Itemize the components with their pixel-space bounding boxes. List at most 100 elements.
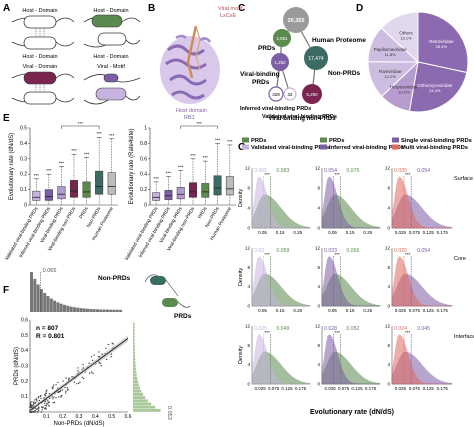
e-stars-0-1: *** bbox=[46, 168, 52, 173]
f-ytick-5: 0.6 bbox=[21, 318, 28, 324]
g-xtick-0-0-1: 0.15 bbox=[276, 230, 285, 235]
label-viral-domain: Viral - Domain bbox=[23, 64, 58, 70]
f-side-hist-bar-25 bbox=[133, 329, 135, 332]
f-point-173 bbox=[60, 396, 62, 398]
e-stars-1-5: *** bbox=[215, 137, 221, 142]
g-ytick-1-0-0: 0 bbox=[247, 304, 250, 309]
f-side-hist-bar-7 bbox=[133, 386, 140, 390]
node-human-proteome-label: Human Proteome bbox=[312, 37, 366, 44]
f-point-132 bbox=[34, 410, 36, 412]
g-ytick-2-2-0: 0 bbox=[387, 382, 390, 387]
f-ci-band bbox=[30, 335, 128, 412]
label-viral-motif: Viral - Motif bbox=[97, 64, 125, 70]
label-host-domain-2: Host - Domain bbox=[22, 54, 57, 60]
e-box-0-2 bbox=[57, 186, 66, 200]
g-ytick-0-0-2: 8 bbox=[247, 186, 250, 191]
label-rb1: RB1 bbox=[184, 115, 195, 121]
panel-letter-e: E bbox=[3, 113, 10, 124]
g-ytick-0-1-0: 0 bbox=[317, 226, 320, 231]
f-top-hist-bar-15 bbox=[79, 308, 83, 312]
e-stars-0-3: *** bbox=[71, 148, 77, 153]
g-ytick-1-0-3: 12 bbox=[245, 246, 251, 251]
g-ytick-2-2-3: 12 bbox=[385, 324, 391, 329]
node-non-prds-label: Non-PRDs bbox=[328, 70, 361, 77]
f-point-202 bbox=[41, 406, 43, 408]
f-point-155 bbox=[52, 402, 54, 404]
g-median-b-label-0-0: 0.055 bbox=[254, 168, 267, 174]
f-side-hist-bar-20 bbox=[133, 345, 135, 348]
g-xtick-2-0-0: 0.025 bbox=[254, 386, 266, 391]
f-point-80 bbox=[51, 396, 53, 398]
f-side-hist-bar-21 bbox=[133, 341, 135, 345]
f-top-hist-bar-21 bbox=[99, 309, 103, 312]
f-point-201 bbox=[78, 382, 80, 385]
label-host-domain-1: Host - Domain bbox=[22, 8, 57, 14]
e-box-0-4 bbox=[82, 181, 91, 198]
e-ytick-label-1-5: 1 bbox=[144, 126, 147, 132]
g-xtick-0-0-2: 0.25 bbox=[293, 230, 302, 235]
f-point-64 bbox=[82, 377, 85, 380]
pie-slice-5 bbox=[380, 11, 419, 64]
f-point-71 bbox=[37, 397, 39, 399]
panel-letter-b: B bbox=[148, 3, 155, 14]
f-point-97 bbox=[46, 389, 48, 392]
f-point-17 bbox=[44, 404, 46, 407]
f-point-121 bbox=[92, 372, 94, 375]
pie-label-4: Papillomaviridae bbox=[374, 47, 408, 52]
g-xtick-2-2-1: 0.075 bbox=[409, 386, 421, 391]
panel-a-schematic: Host - Domain Host - Domain Host - Domai… bbox=[11, 8, 141, 105]
f-point-175 bbox=[35, 398, 37, 400]
g-ytick-0-2-1: 4 bbox=[387, 206, 390, 211]
f-regression-line bbox=[29, 338, 129, 411]
f-point-15 bbox=[66, 387, 69, 389]
f-point-135 bbox=[82, 367, 85, 369]
panel-f-scatter: 0.065 0.053 0.1 0.2 0.3 0.4 0.5 0.6 0.1 0.2 0.3 0.4… bbox=[14, 268, 192, 427]
g-ytick-0-2-2: 8 bbox=[387, 186, 390, 191]
f-point-30 bbox=[110, 353, 112, 355]
label-host-domain-4: Host - Domain bbox=[93, 54, 128, 60]
f-ytick-0: 0.1 bbox=[21, 394, 28, 400]
node-non-prds-value: 17,474 bbox=[308, 56, 324, 62]
f-point-117 bbox=[100, 365, 102, 367]
g-median-b-label-1-1: 0.033 bbox=[324, 248, 337, 254]
pie-value-5: 13.1% bbox=[400, 35, 412, 40]
f-point-144 bbox=[59, 390, 61, 393]
f-point-38 bbox=[105, 347, 107, 349]
f-side-hist-bar-17 bbox=[133, 354, 136, 358]
node-inferred-label: Inferred viral-binding PRDs bbox=[240, 106, 311, 112]
f-point-174 bbox=[61, 389, 64, 391]
f-prds-label: PRDs bbox=[174, 313, 192, 320]
g-legend-label-1-1: Inferred viral-binding PRDs bbox=[329, 145, 404, 151]
f-top-hist-bar-3 bbox=[39, 289, 43, 312]
f-top-median-label: 0.065 bbox=[43, 268, 57, 274]
f-point-47 bbox=[29, 401, 32, 404]
g-xtick-2-2-0: 0.025 bbox=[395, 386, 407, 391]
g-median-a-label-0-2: 0.054 bbox=[417, 168, 430, 174]
g-legend-swatch-2-0 bbox=[392, 137, 399, 143]
g-ytick-1-0-2: 8 bbox=[247, 265, 250, 270]
g-ytick-0-1-1: 4 bbox=[317, 206, 320, 211]
f-point-59 bbox=[91, 371, 93, 373]
label-host-domain-3: Host - Domain bbox=[93, 8, 128, 14]
node-validated bbox=[283, 87, 297, 101]
e-xlabel-0-2: Viral-binding PRDs bbox=[39, 205, 65, 244]
g-ytick-1-1-2: 8 bbox=[317, 265, 320, 270]
g-xtick-0-2-0: 0.025 bbox=[395, 230, 407, 235]
g-stars-2-2: *** bbox=[405, 330, 411, 335]
node-viral-binding-non-prds-value: 5,290 bbox=[306, 92, 318, 97]
pie-label-2: Herpesviridae bbox=[390, 84, 418, 89]
f-side-hist-bar-9 bbox=[133, 380, 139, 383]
panel-letter-c: C bbox=[238, 3, 245, 14]
pie-label-5: Others bbox=[399, 30, 413, 35]
g-stars-1-2: *** bbox=[405, 252, 411, 257]
f-point-55 bbox=[32, 402, 35, 404]
f-point-86 bbox=[48, 393, 51, 395]
g-median-a-label-1-1: 0.056 bbox=[346, 248, 359, 254]
g-xlabel: Evolutionary rate (dN/dS) bbox=[310, 409, 394, 416]
f-point-92 bbox=[64, 386, 66, 389]
f-point-191 bbox=[38, 399, 41, 402]
f-side-hist-bar-6 bbox=[133, 389, 142, 393]
f-point-176 bbox=[58, 396, 60, 398]
e-ytick-label-0-3: 0.3 bbox=[20, 156, 27, 162]
